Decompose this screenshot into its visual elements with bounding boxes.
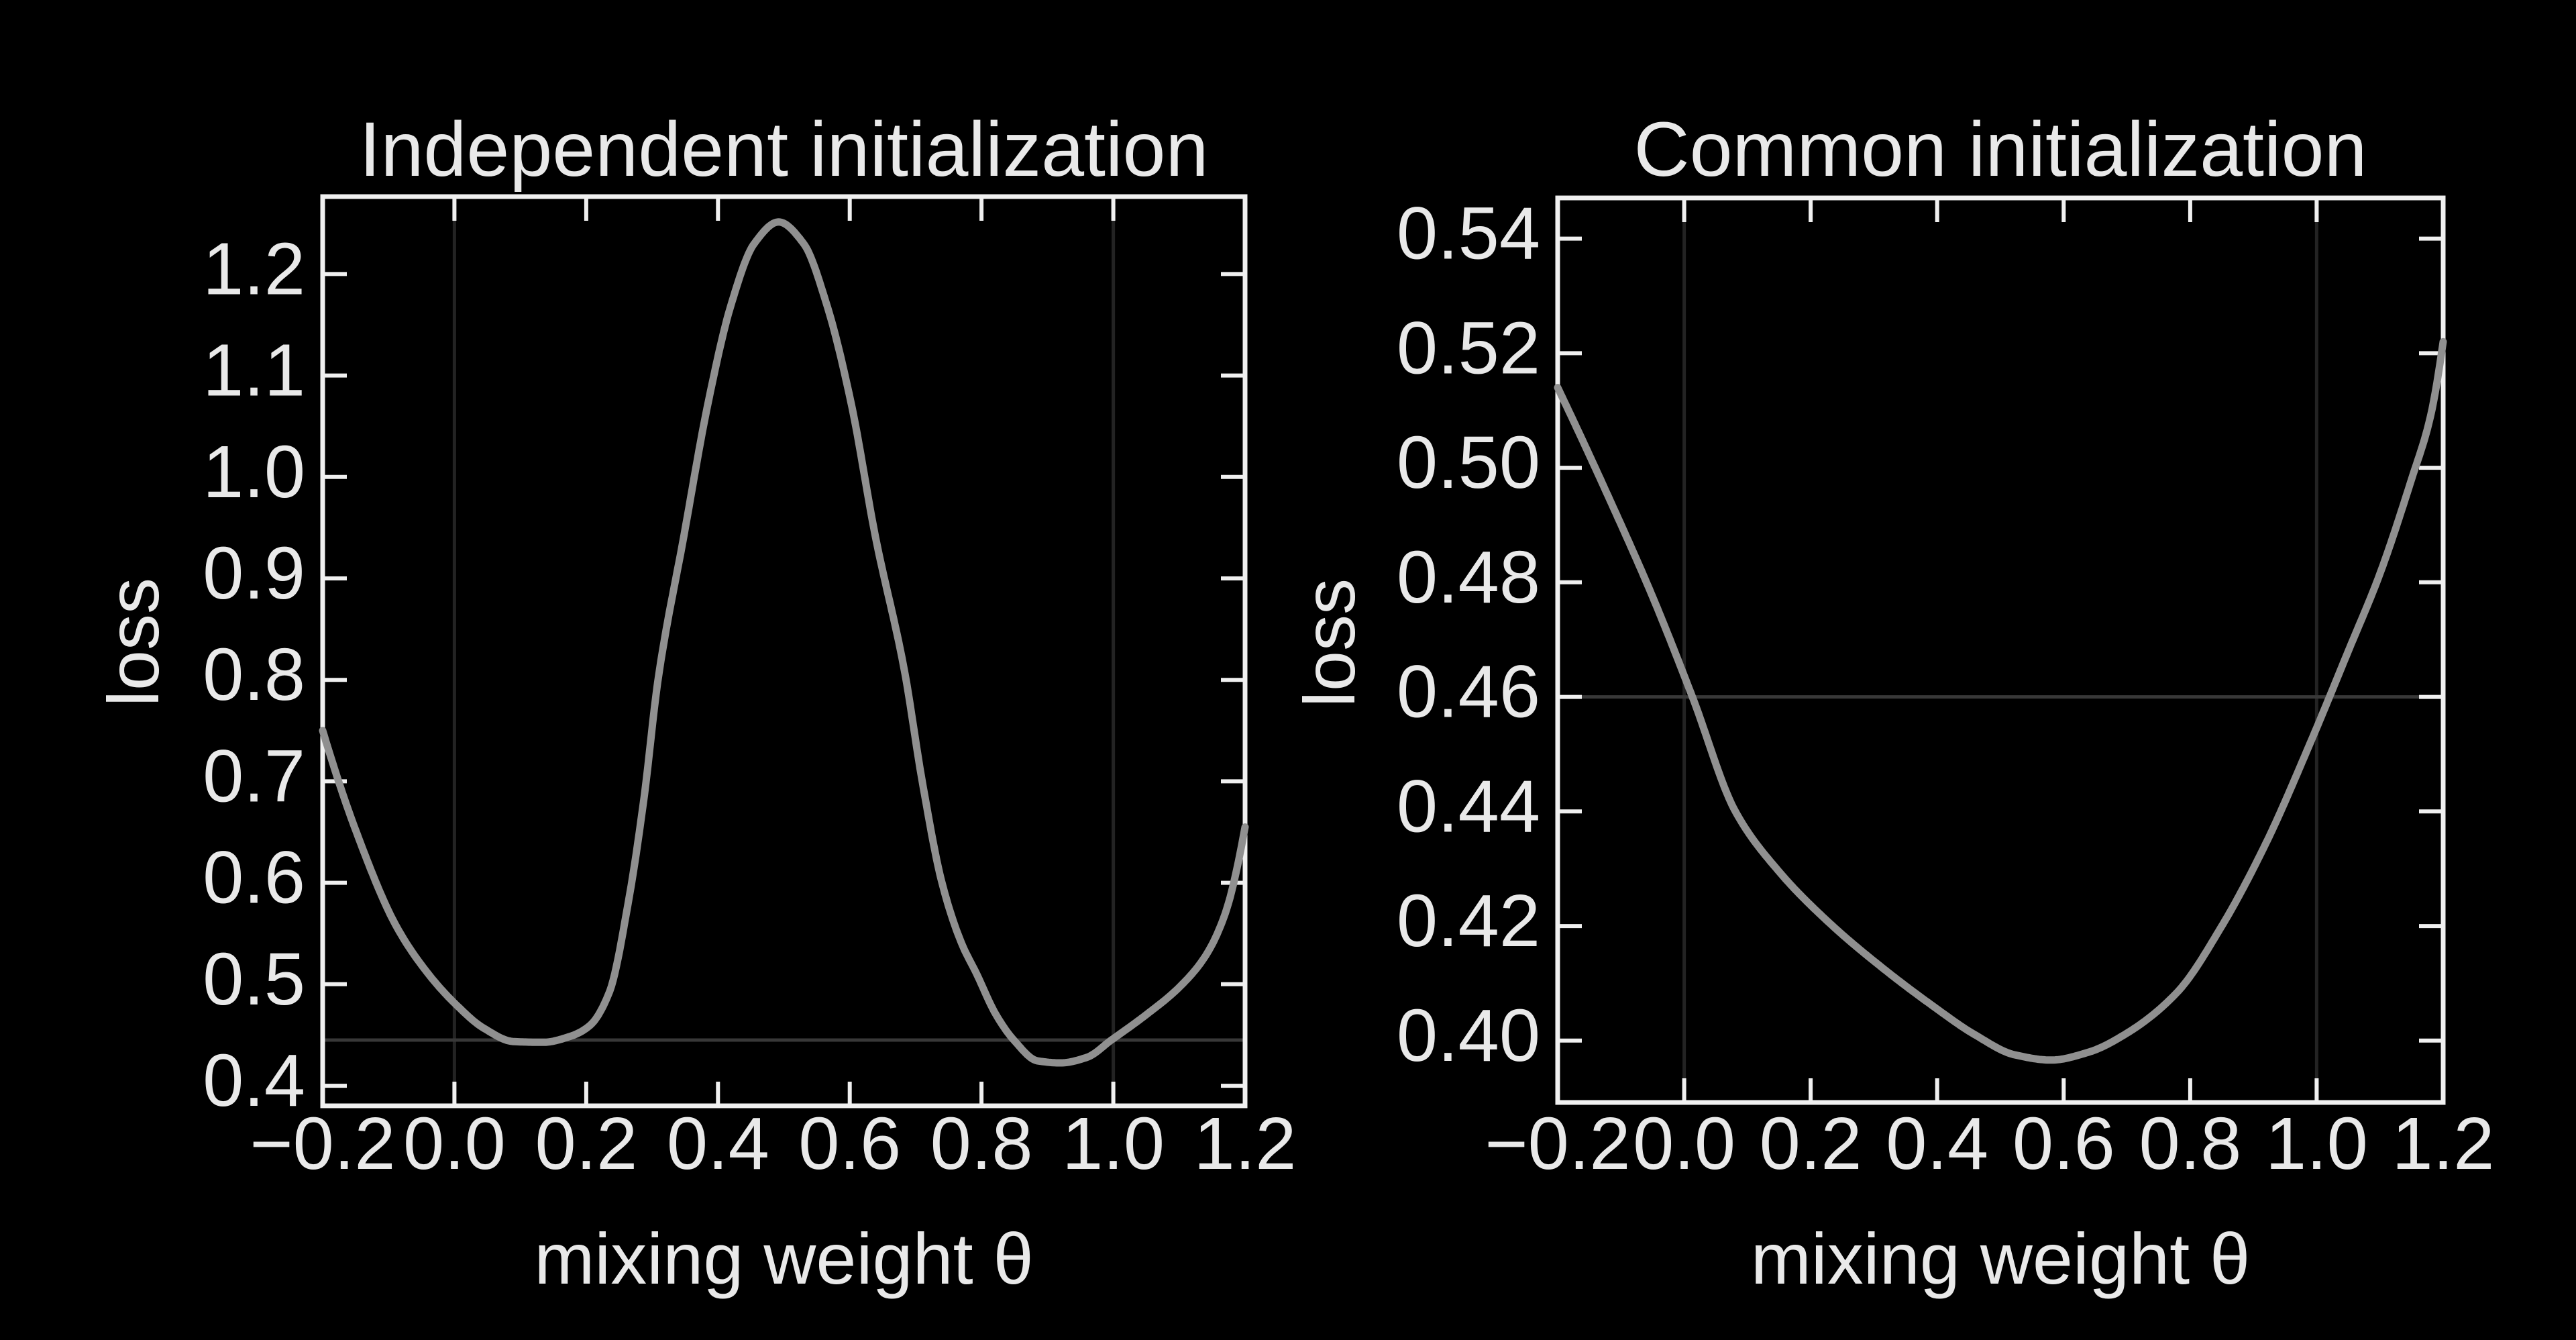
svg-text:0.0: 0.0	[403, 1102, 506, 1185]
svg-text:1.1: 1.1	[203, 329, 305, 412]
svg-text:0.6: 0.6	[2012, 1102, 2115, 1185]
svg-text:0.48: 0.48	[1397, 536, 1540, 619]
svg-text:0.6: 0.6	[203, 837, 305, 919]
svg-text:0.44: 0.44	[1397, 765, 1540, 847]
svg-text:−0.2: −0.2	[1485, 1102, 1630, 1185]
svg-text:mixing weight θ: mixing weight θ	[1751, 1218, 2250, 1299]
svg-text:0.52: 0.52	[1397, 307, 1540, 389]
svg-text:Independent initialization: Independent initialization	[360, 107, 1209, 193]
svg-text:0.0: 0.0	[1633, 1102, 1735, 1185]
svg-text:0.4: 0.4	[1886, 1102, 1988, 1185]
svg-text:0.8: 0.8	[2139, 1102, 2241, 1185]
svg-text:0.42: 0.42	[1397, 880, 1540, 962]
svg-text:−0.2: −0.2	[250, 1102, 395, 1185]
svg-text:0.54: 0.54	[1397, 193, 1540, 275]
svg-text:0.6: 0.6	[798, 1102, 901, 1185]
svg-text:1.0: 1.0	[203, 431, 305, 513]
svg-text:1.2: 1.2	[203, 227, 305, 310]
svg-text:0.40: 0.40	[1397, 994, 1540, 1077]
svg-text:0.4: 0.4	[203, 1039, 305, 1122]
svg-text:0.8: 0.8	[930, 1102, 1033, 1185]
svg-text:0.46: 0.46	[1397, 651, 1540, 733]
svg-text:1.2: 1.2	[2392, 1102, 2495, 1185]
svg-text:1.0: 1.0	[2265, 1102, 2368, 1185]
svg-text:0.8: 0.8	[203, 633, 305, 716]
svg-text:Common initialization: Common initialization	[1634, 107, 2367, 193]
svg-text:mixing weight θ: mixing weight θ	[534, 1218, 1033, 1299]
svg-text:0.7: 0.7	[203, 735, 305, 817]
svg-text:0.9: 0.9	[203, 532, 305, 615]
svg-text:0.5: 0.5	[203, 938, 305, 1021]
svg-text:1.0: 1.0	[1062, 1102, 1165, 1185]
svg-text:loss: loss	[93, 578, 174, 707]
svg-text:loss: loss	[1289, 578, 1370, 707]
svg-text:0.50: 0.50	[1397, 421, 1540, 504]
svg-text:0.2: 0.2	[535, 1102, 637, 1185]
svg-text:0.4: 0.4	[667, 1102, 769, 1185]
svg-text:1.2: 1.2	[1194, 1102, 1297, 1185]
svg-text:0.2: 0.2	[1760, 1102, 1862, 1185]
